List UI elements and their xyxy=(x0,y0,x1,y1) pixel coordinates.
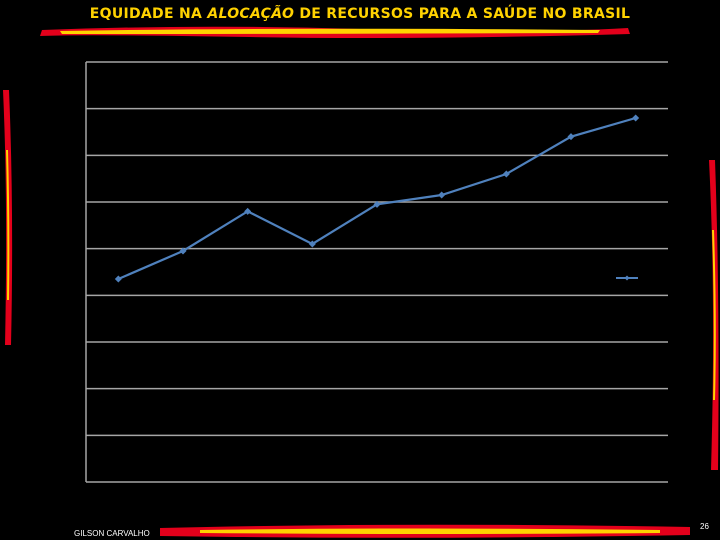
data-point xyxy=(502,170,510,178)
data-point xyxy=(308,240,316,248)
series-line xyxy=(117,116,636,281)
legend-marker xyxy=(624,275,630,281)
data-point xyxy=(179,247,187,255)
data-point xyxy=(114,275,122,283)
data-point xyxy=(632,114,640,122)
data-point xyxy=(373,200,381,208)
author-credit: GILSON CARVALHO xyxy=(74,529,150,538)
page-number: 26 xyxy=(700,522,709,531)
title-text-part3: DE RECURSOS PARA A SAÚDE NO BRASIL xyxy=(294,6,631,22)
data-point xyxy=(438,191,446,199)
title-text-part2: ALOCAÇÃO xyxy=(207,6,295,22)
data-point xyxy=(567,133,575,141)
title-text-part1: EQUIDADE NA xyxy=(89,6,208,22)
data-point xyxy=(244,207,252,215)
slide-title: EQUIDADE NA ALOCAÇÃO DE RECURSOS PARA A … xyxy=(0,6,720,22)
